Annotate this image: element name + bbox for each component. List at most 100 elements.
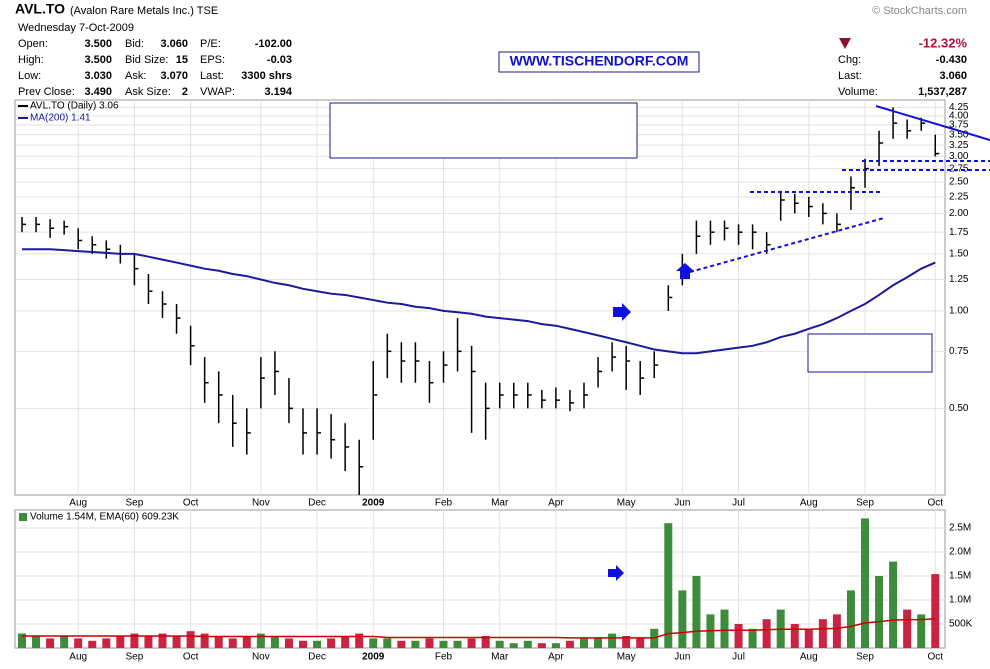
legend-entry: Volume 1.54M, EMA(60) 609.23K (30, 512, 179, 523)
volume-bar (846, 590, 855, 648)
y-tick-label: 500K (949, 619, 973, 630)
x-tick-label: May (617, 652, 636, 663)
x-tick-label: Oct (927, 498, 943, 509)
summary-label: Last: (838, 70, 862, 82)
volume-bar (495, 640, 504, 648)
arrow (676, 263, 694, 279)
volume-bar (313, 640, 322, 648)
volume-bar (734, 624, 743, 648)
quote-field: Bid Size: (125, 54, 168, 66)
volume-bar (608, 633, 617, 648)
volume-bar (270, 636, 279, 648)
x-tick-label: Jun (674, 498, 690, 509)
y-tick-label: 3.00 (949, 151, 969, 162)
y-tick-label: 1.00 (949, 306, 969, 317)
x-tick-label: Dec (308, 652, 326, 663)
volume-bar (523, 640, 532, 648)
volume-bar (889, 561, 898, 648)
x-tick-label: Aug (800, 652, 818, 663)
volume-bar (200, 633, 209, 648)
volume-bar (172, 636, 181, 648)
annotation-layer (329, 102, 990, 581)
x-tick-label: Oct (183, 498, 199, 509)
quote-field: Bid: (125, 38, 144, 50)
x-tick-label: Feb (435, 498, 453, 509)
y-tick-label: 0.75 (949, 346, 969, 357)
x-tick-label: Jul (732, 498, 745, 509)
volume-bar (664, 523, 673, 648)
volume-bar (32, 636, 41, 648)
quote-field: 3.060 (160, 38, 188, 50)
quote-field: EPS: (200, 54, 225, 66)
volume-bar (102, 638, 111, 648)
y-tick-label: 1.25 (949, 274, 969, 285)
volume-bar (256, 633, 265, 648)
annotation-box (807, 333, 933, 373)
volume-bar (720, 609, 729, 648)
x-tick-label: Oct (927, 652, 943, 663)
x-tick-label: May (617, 498, 636, 509)
price-panel (14, 99, 946, 496)
volume-bar (580, 638, 588, 648)
volume-bar (242, 636, 251, 648)
quote-field: P/E: (200, 38, 221, 50)
volume-bar (411, 640, 420, 648)
volume-bar (832, 614, 841, 648)
volume-bar (158, 633, 167, 648)
quote-field: 3.500 (84, 54, 112, 66)
quote-field: VWAP: (200, 86, 235, 98)
legend-entry: MA(200) 1.41 (30, 113, 91, 124)
volume-bar (509, 643, 518, 648)
summary-value: 1,537,287 (918, 86, 967, 98)
y-tick-label: 2.50 (949, 177, 969, 188)
y-tick-label: 2.5M (949, 523, 971, 534)
volume-bar (790, 624, 799, 648)
summary-label: Chg: (838, 54, 861, 66)
volume-bar (467, 638, 476, 648)
volume-bar (692, 576, 701, 648)
x-tick-label: Sep (126, 498, 144, 509)
x-tick-label: Sep (126, 652, 144, 663)
volume-bar (74, 638, 83, 648)
y-tick-label: 4.00 (949, 111, 969, 122)
volume-bar (46, 638, 55, 648)
x-tick-label: Aug (800, 498, 818, 509)
y-tick-label: 2.0M (949, 547, 971, 558)
x-tick-label: Nov (252, 652, 270, 663)
quote-field: High: (18, 54, 44, 66)
trendline (689, 217, 885, 273)
volume-bar (116, 636, 125, 648)
down-marker (839, 38, 851, 49)
x-tick-label: Dec (308, 498, 326, 509)
y-tick-label: 4.25 (949, 102, 969, 113)
summary-value: 3.060 (939, 70, 967, 82)
volume-bar (551, 643, 560, 648)
volume-bar (60, 636, 69, 648)
volume-bar (636, 638, 645, 648)
x-tick-label: 2009 (362, 498, 385, 509)
x-tick-label: Sep (856, 498, 874, 509)
quote-field: 3.500 (84, 38, 112, 50)
quote-field: -102.00 (255, 38, 292, 50)
volume-bar (748, 628, 757, 648)
volume-bar (594, 638, 603, 648)
annotation-box (329, 102, 638, 159)
volume-bar (228, 638, 237, 648)
y-tick-label: 2.00 (949, 208, 969, 219)
volume-bar (804, 628, 813, 648)
volume-bar (341, 636, 350, 648)
quote-field: 15 (176, 54, 188, 66)
volume-bar (931, 574, 940, 648)
x-tick-label: Aug (69, 652, 87, 663)
x-tick-label: 2009 (362, 652, 385, 663)
volume-bar (383, 638, 392, 648)
legend-entry: AVL.TO (Daily) 3.06 (30, 101, 119, 112)
quote-date: Wednesday 7-Oct-2009 (18, 22, 134, 34)
y-tick-label: 3.50 (949, 129, 969, 140)
quote-field: Low: (18, 70, 41, 82)
x-tick-label: Mar (491, 652, 509, 663)
volume-bar (439, 640, 448, 648)
quote-field: 3.030 (84, 70, 112, 82)
quote-field: Last: (200, 70, 224, 82)
